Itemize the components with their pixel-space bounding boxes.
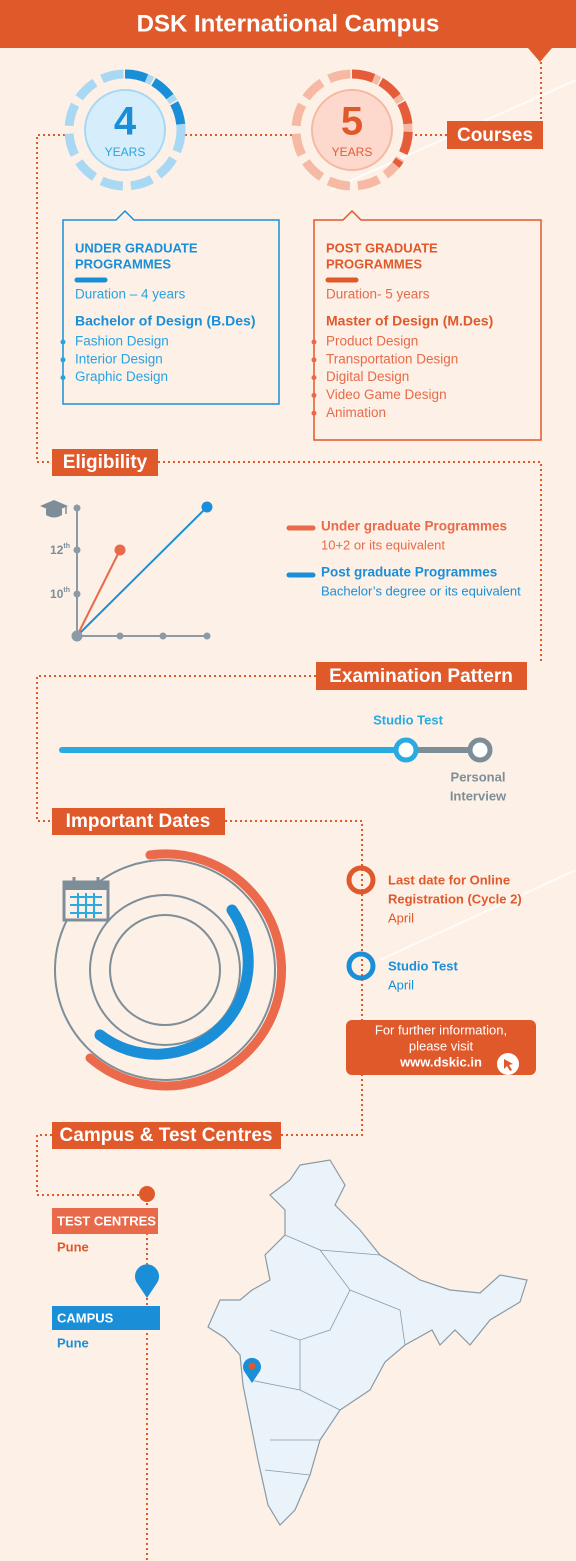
exam-labels: Studio Test Personal Interview — [373, 712, 507, 803]
section-label — [447, 121, 543, 149]
section-heading: Important Dates — [66, 811, 211, 832]
india-map — [207, 1159, 528, 1526]
exam-stage: Studio Test — [373, 712, 443, 727]
ring-pg-core — [311, 89, 393, 171]
cursor-arrow — [504, 1059, 513, 1071]
marker — [139, 1186, 155, 1202]
event-title: Last date for Online — [388, 872, 510, 887]
info-link[interactable]: www.dskic.in — [399, 1054, 482, 1069]
tag-label: CAMPUS — [57, 1310, 114, 1325]
info-text: please visit — [409, 1038, 474, 1053]
legend-detail: Bachelor’s degree or its equivalent — [321, 583, 521, 598]
duration: Duration – 4 years — [75, 287, 186, 302]
city: Pune — [57, 1335, 89, 1350]
connector — [36, 62, 542, 1561]
event-title: Registration (Cycle 2) — [388, 891, 522, 906]
years-number: 4 — [114, 100, 137, 144]
bullet — [311, 357, 317, 363]
course-item: Animation — [326, 405, 386, 420]
exam-stage: Interview — [450, 788, 507, 803]
years-unit: YEARS — [105, 145, 146, 159]
course-item: Graphic Design — [75, 369, 168, 384]
course-item: Fashion Design — [75, 334, 169, 349]
tag-label: TEST CENTRES — [57, 1213, 156, 1228]
course-box — [62, 209, 280, 405]
legend-detail: 10+2 or its equivalent — [321, 537, 445, 552]
course-item: Video Game Design — [326, 387, 447, 402]
timeline-node — [467, 737, 493, 763]
ring-ug-core — [84, 89, 166, 171]
course-item: Interior Design — [75, 351, 163, 366]
map-pin-dot — [248, 1362, 256, 1370]
bullet — [311, 375, 317, 381]
date-rings — [54, 849, 287, 1091]
city: Pune — [57, 1239, 89, 1254]
years-number: 5 — [341, 100, 363, 144]
section-label — [52, 808, 225, 835]
duration: Duration- 5 years — [326, 287, 430, 302]
bullet — [60, 375, 66, 381]
legend-title: Post graduate Programmes — [321, 565, 497, 580]
ring-pg-accent — [351, 69, 413, 168]
info-text: For further information, — [375, 1022, 507, 1037]
header-title: DSK International Campus — [137, 10, 440, 37]
event-date: April — [388, 910, 414, 925]
ring-ug-accent — [124, 69, 186, 131]
event-date: April — [388, 977, 414, 992]
bullet — [311, 392, 317, 398]
section-heading: Campus & Test Centres — [60, 1125, 273, 1146]
bullet — [311, 410, 317, 416]
decor-line — [379, 869, 576, 961]
section-heading: Courses — [457, 125, 533, 146]
axis-label-number: 12 — [50, 543, 64, 557]
tag — [52, 1306, 160, 1330]
tag — [52, 1208, 158, 1234]
event-marker — [346, 865, 376, 895]
bullet — [311, 339, 317, 345]
course-item: Product Design — [326, 334, 418, 349]
axis-label: 10th — [50, 587, 70, 601]
timeline-node — [393, 737, 419, 763]
section-label — [52, 449, 158, 476]
event-title: Studio Test — [388, 958, 458, 973]
section-heading: Examination Pattern — [329, 666, 513, 687]
section-heading: Eligibility — [63, 452, 148, 473]
years-unit: YEARS — [332, 145, 373, 159]
programme-title: PROGRAMMES — [326, 256, 422, 271]
legend-title: Under graduate Programmes — [321, 519, 507, 534]
programme-title: PROGRAMMES — [75, 256, 171, 271]
course-item: Digital Design — [326, 369, 409, 384]
course-box — [313, 209, 542, 441]
axis-label-number: 10 — [50, 587, 64, 601]
section-label — [316, 662, 527, 690]
bullet — [60, 357, 66, 363]
eligibility-graph — [40, 500, 213, 642]
ring-pg — [291, 69, 413, 191]
event-texts: Last date for Online Registration (Cycle … — [388, 872, 522, 992]
header-bar — [0, 0, 576, 48]
ring-ug — [64, 69, 186, 191]
degree: Master of Design (M.Des) — [326, 313, 493, 329]
info-box[interactable] — [346, 1020, 536, 1075]
course-item: Transportation Design — [326, 351, 458, 366]
programme-title: UNDER GRADUATE — [75, 240, 198, 255]
section-label — [52, 1122, 281, 1149]
header-notch — [528, 48, 552, 62]
map-pin — [243, 1357, 261, 1383]
axis-label: 12th — [50, 543, 70, 557]
axis-label-suffix: th — [63, 587, 70, 594]
campus-pin — [135, 1264, 160, 1298]
event-marker — [346, 951, 376, 981]
degree: Bachelor of Design (B.Des) — [75, 313, 255, 329]
map-borders — [249, 1234, 406, 1476]
programme-title: POST GRADUATE — [326, 240, 438, 255]
exam-stage: Personal — [451, 769, 506, 784]
axis-label-suffix: th — [63, 543, 70, 550]
bullet — [60, 339, 66, 345]
